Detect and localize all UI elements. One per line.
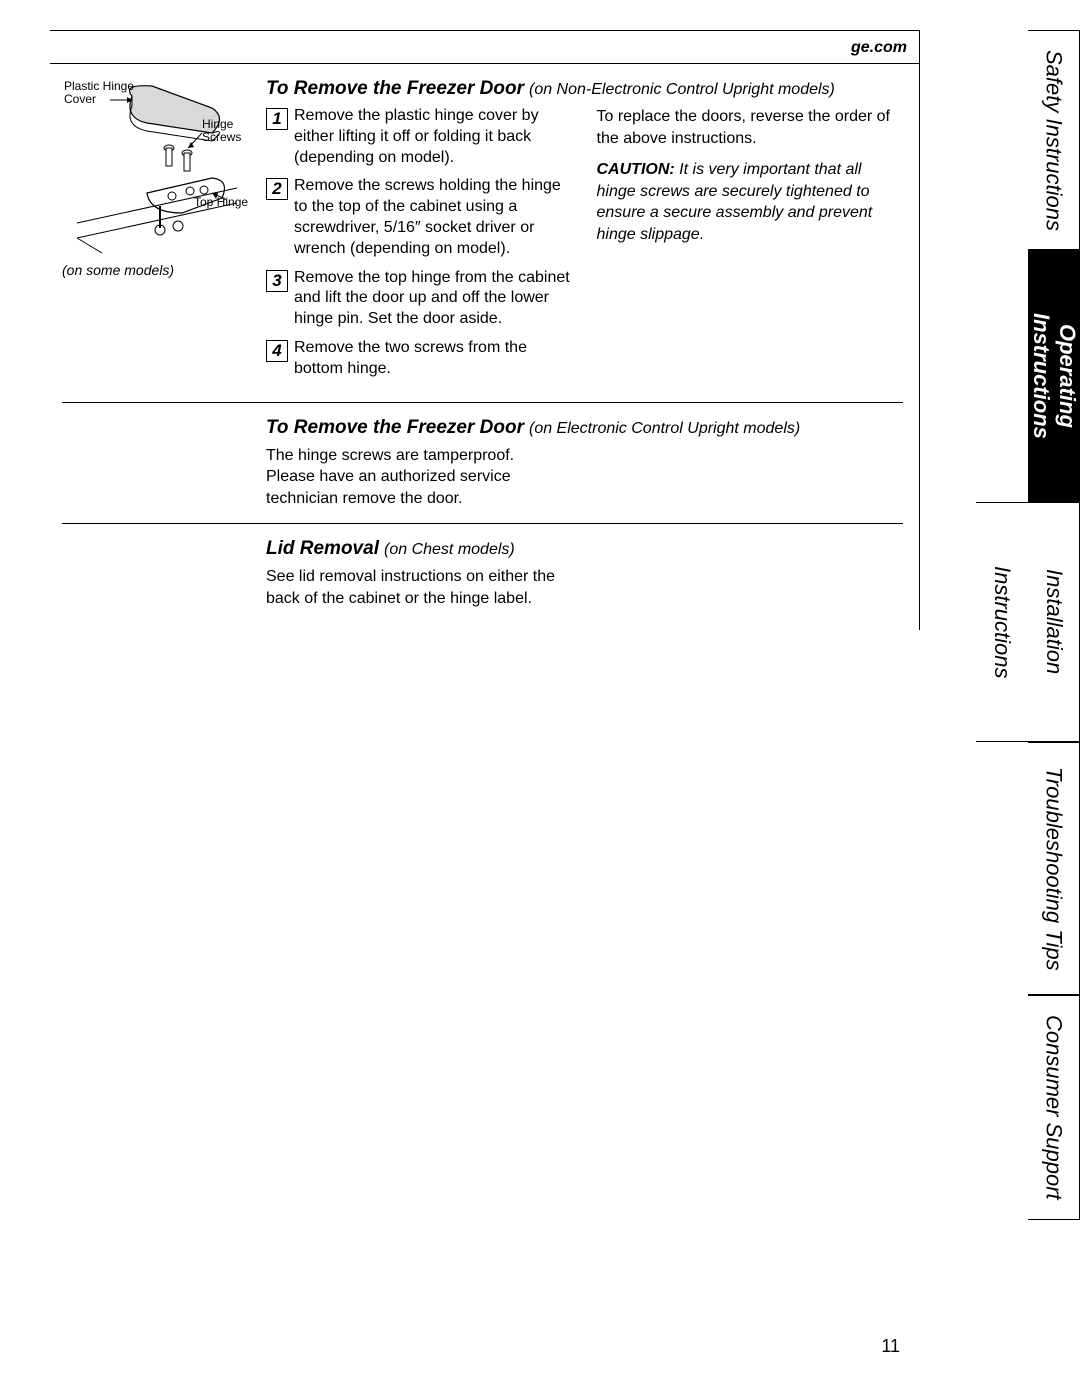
section1-caution: CAUTION: It is very important that all h…: [597, 159, 904, 245]
section1-heading-bold: To Remove the Freezer Door: [266, 78, 524, 99]
step-4-text: Remove the two screws from the bottom hi…: [294, 338, 573, 380]
step-number-icon: 4: [266, 340, 288, 362]
section2-body: The hinge screws are tamperproof. Please…: [266, 445, 566, 510]
page-number: 11: [881, 1336, 900, 1357]
header-url: ge.com: [50, 31, 919, 64]
section2-heading-sub: (on Electronic Control Upright models): [529, 420, 800, 437]
section1-right-column: To replace the doors, reverse the order …: [597, 106, 904, 388]
label-plastic-hinge-cover: Plastic Hinge Cover: [64, 80, 134, 106]
page-content: Plastic Hinge Cover Hinge Screws Top Hin…: [50, 64, 919, 630]
tab-installation-line1: Installation: [1028, 503, 1080, 741]
tab-installation-line2: Instructions: [976, 503, 1028, 741]
section3-heading-bold: Lid Removal: [266, 538, 379, 559]
tab-troubleshooting-tips[interactable]: Troubleshooting Tips: [1028, 742, 1080, 995]
step-2-text: Remove the screws holding the hinge to t…: [294, 176, 573, 259]
step-1: 1 Remove the plastic hinge cover by eithe…: [266, 106, 573, 168]
section-lid-removal: Lid Removal (on Chest models) See lid re…: [62, 523, 903, 609]
page-frame: ge.com: [50, 30, 920, 630]
section2-heading: To Remove the Freezer Door (on Electroni…: [266, 417, 903, 439]
section-remove-door-nonelectronic: Plastic Hinge Cover Hinge Screws Top Hin…: [62, 78, 903, 388]
step-4: 4 Remove the two screws from the bottom h…: [266, 338, 573, 380]
section3-heading-sub: (on Chest models): [384, 541, 515, 558]
hinge-diagram: Plastic Hinge Cover Hinge Screws Top Hin…: [62, 78, 252, 258]
label-top-hinge: Top Hinge: [194, 196, 248, 209]
section1-heading-sub: (on Non-Electronic Control Upright model…: [529, 81, 835, 98]
section1-replace-note: To replace the doors, reverse the order …: [597, 106, 904, 149]
tab-consumer-support[interactable]: Consumer Support: [1028, 995, 1080, 1220]
label-hinge-screws: Hinge Screws: [202, 118, 241, 144]
step-2: 2 Remove the screws holding the hinge to …: [266, 176, 573, 259]
step-number-icon: 1: [266, 108, 288, 130]
section3-heading: Lid Removal (on Chest models): [266, 538, 903, 560]
step-number-icon: 3: [266, 270, 288, 292]
section-remove-door-electronic: To Remove the Freezer Door (on Electroni…: [62, 402, 903, 510]
step-3-text: Remove the top hinge from the cabinet an…: [294, 268, 573, 330]
diagram-caption: (on some models): [62, 262, 256, 278]
section3-body: See lid removal instructions on either t…: [266, 566, 566, 609]
step-3: 3 Remove the top hinge from the cabinet a…: [266, 268, 573, 330]
section1-heading: To Remove the Freezer Door (on Non-Elect…: [266, 78, 903, 100]
section2-heading-bold: To Remove the Freezer Door: [266, 417, 524, 438]
step-1-text: Remove the plastic hinge cover by either…: [294, 106, 573, 168]
step-number-icon: 2: [266, 178, 288, 200]
tab-operating-instructions[interactable]: Operating Instructions: [1028, 250, 1080, 502]
tab-installation-instructions[interactable]: Instructions Installation: [976, 502, 1080, 742]
side-tabs: Safety Instructions Operating Instructio…: [922, 0, 1080, 1397]
caution-label: CAUTION:: [597, 161, 675, 178]
tab-safety-instructions[interactable]: Safety Instructions: [1028, 30, 1080, 250]
section1-steps-column: 1 Remove the plastic hinge cover by eithe…: [266, 106, 573, 388]
